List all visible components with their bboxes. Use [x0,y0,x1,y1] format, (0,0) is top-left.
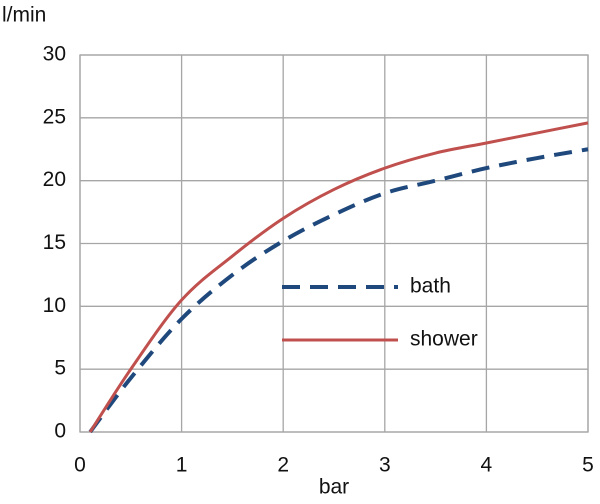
x-tick-label: 0 [74,454,86,477]
y-axis-label: l/min [2,4,46,27]
y-tick-label: 15 [43,231,66,254]
legend-label: shower [410,328,478,351]
x-tick-label: 4 [481,454,493,477]
x-axis-label: bar [319,476,349,499]
y-tick-label: 30 [43,43,66,66]
y-tick-label: 25 [43,105,66,128]
x-tick-label: 2 [277,454,289,477]
y-tick-label: 20 [43,168,66,191]
y-tick-label: 10 [43,294,66,317]
y-tick-label: 5 [54,357,66,380]
x-tick-label: 3 [379,454,391,477]
y-tick-label: 0 [54,420,66,443]
x-tick-label: 5 [582,454,594,477]
line-series [88,147,589,434]
legend-label: bath [410,275,451,298]
line-series [88,121,589,433]
plot-border [79,54,589,433]
x-tick-label: 1 [176,454,188,477]
